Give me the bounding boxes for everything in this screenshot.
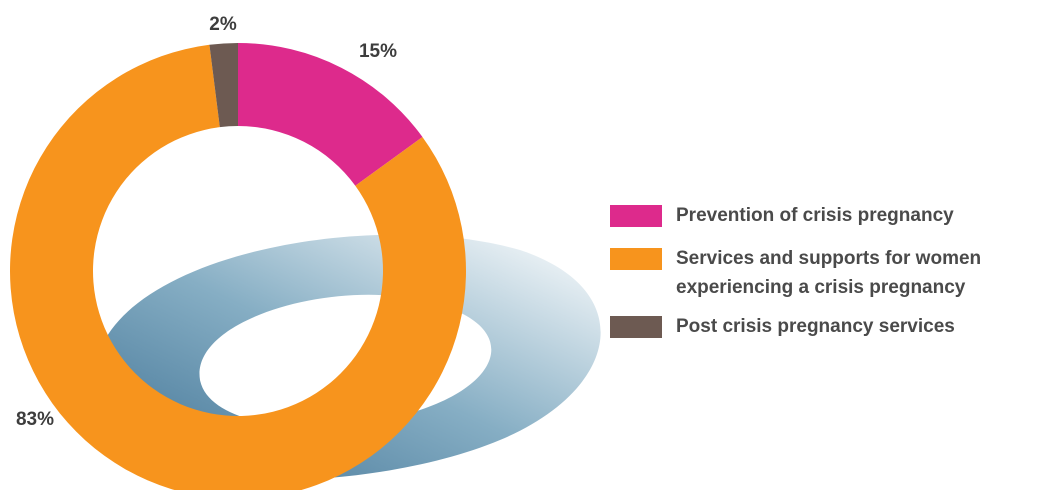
data-label: 2%: [209, 14, 237, 35]
legend-item: Prevention of crisis pregnancy: [610, 205, 1026, 230]
donut: [10, 43, 466, 490]
legend-swatch: [610, 316, 662, 338]
donut-slice: [209, 43, 238, 128]
legend-label: Post crisis pregnancy services: [676, 316, 955, 337]
donut-slice: [238, 43, 423, 186]
legend-swatch: [610, 248, 662, 270]
legend-item: Services and supports for women experien…: [610, 248, 1026, 302]
data-label: 83%: [16, 409, 54, 430]
legend-label: Services and supports for women experien…: [676, 248, 982, 298]
donut-slice: [10, 44, 466, 490]
legend-item: Post crisis pregnancy services: [610, 316, 1026, 341]
legend-label: Prevention of crisis pregnancy: [676, 205, 954, 226]
data-label: 15%: [359, 41, 397, 62]
legend-swatch: [610, 205, 662, 227]
